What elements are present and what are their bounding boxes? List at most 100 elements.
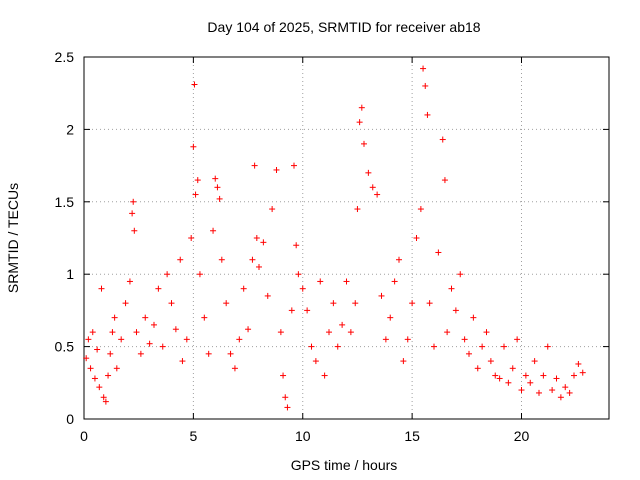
data-point [83,355,90,362]
data-point [113,365,120,372]
data-point [107,350,114,357]
data-point [553,375,560,382]
y-tick-label: 1 [66,266,74,282]
data-point [435,249,442,256]
data-point [269,206,276,213]
data-point [131,227,138,234]
data-point [452,307,459,314]
data-point [501,343,507,350]
data-point [142,314,149,321]
ticks-layer: 0 5 10 15 20 0 0.5 1 1.5 2 2.5 [55,49,609,444]
data-point [483,329,490,336]
data-point [109,329,116,336]
data-point [196,271,203,278]
data-point [172,326,179,333]
data-point [575,360,582,367]
data-point [129,210,136,217]
x-tick-label: 10 [295,428,311,444]
data-point [527,379,534,386]
data-point [236,336,243,343]
data-point [361,140,367,147]
data-point [212,175,219,182]
data-point [461,336,468,343]
data-point [358,104,365,111]
grid-layer [84,57,609,419]
data-point [98,285,105,292]
data-point [284,404,291,411]
data-point [339,321,346,328]
data-point [422,82,429,89]
y-tick-label: 1.5 [55,194,75,210]
data-point [277,329,284,336]
data-point [544,343,551,350]
data-point [400,358,407,365]
data-point [536,389,542,396]
data-point [177,256,184,263]
data-point [417,206,424,213]
data-point [387,314,394,321]
data-point [334,343,341,350]
data-point [111,314,118,321]
data-point [87,365,94,372]
data-point [549,387,556,394]
data-point [126,278,133,285]
data-point [457,271,464,278]
data-point [188,235,195,241]
x-tick-label: 0 [80,428,88,444]
data-point [321,372,328,379]
data-point [299,285,306,292]
data-point [487,358,494,365]
data-point [540,372,547,379]
data-point [227,350,234,357]
data-point [205,350,212,357]
data-point [293,242,300,249]
data-point [151,321,157,328]
data-point [118,336,125,343]
data-point [518,387,525,394]
y-axis-label: SRMTID / TECUs [5,183,21,293]
data-point [192,191,199,198]
data-point [256,263,262,270]
data-point [201,314,208,321]
data-point [448,285,455,292]
data-point [514,336,521,343]
chart-title: Day 104 of 2025, SRMTID for receiver ab1… [207,19,480,35]
data-point [253,235,260,241]
data-point [100,394,107,401]
data-point [444,329,451,336]
data-point [470,314,477,321]
data-point [431,343,437,350]
plot-frame [83,56,610,420]
data-point [522,372,529,379]
data-point [96,384,103,391]
data-point [571,372,577,379]
data-point [130,198,137,205]
y-tick-label: 2 [66,121,74,137]
data-point [326,329,332,336]
data-point [391,278,398,285]
data-point [280,372,287,379]
data-point [210,227,217,234]
data-point [474,365,481,372]
data-point [155,285,162,292]
data-point [317,278,324,285]
data-point [557,394,564,401]
data-point [312,358,319,365]
data-point [146,340,153,347]
data-point [424,111,431,118]
data-point [218,256,225,263]
data-point [94,346,101,353]
data-point [251,162,258,169]
x-tick-label: 20 [514,428,530,444]
data-point [356,119,363,126]
data-point [216,195,223,202]
data-point [223,300,230,307]
data-point [191,81,198,88]
data-point [426,300,433,307]
data-point [179,358,186,365]
data-point [441,177,448,184]
data-point [566,389,573,396]
data-point [413,235,420,241]
data-point [439,136,446,143]
data-point [409,300,416,307]
